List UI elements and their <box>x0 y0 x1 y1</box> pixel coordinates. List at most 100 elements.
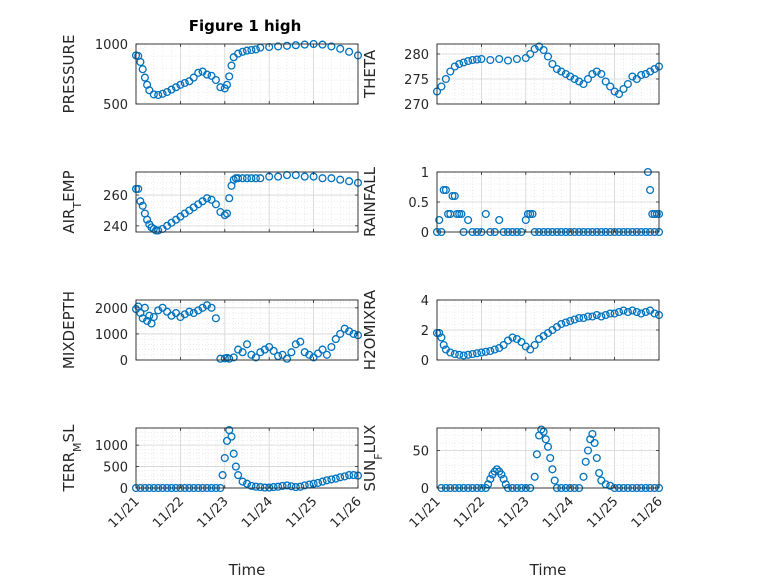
data-point <box>526 345 535 354</box>
data-point <box>579 313 588 323</box>
y-tick-label: 1000 <box>95 38 128 53</box>
data-point <box>532 450 541 459</box>
data-point <box>583 446 593 455</box>
data-series <box>432 42 664 99</box>
data-point <box>561 69 570 79</box>
data-point <box>526 209 535 219</box>
data-point <box>503 56 513 65</box>
data-point <box>340 472 349 481</box>
data-point <box>590 438 599 448</box>
data-point <box>526 49 535 59</box>
data-point <box>274 42 283 51</box>
data-point <box>247 350 256 359</box>
data-point <box>238 47 247 56</box>
data-point <box>327 475 336 484</box>
data-point <box>202 301 212 310</box>
data-point <box>158 303 167 312</box>
data-point <box>435 215 444 225</box>
data-point <box>552 64 561 74</box>
data-point <box>637 309 646 318</box>
data-point <box>550 476 559 485</box>
y-tick-label: 1000 <box>95 328 128 343</box>
axes-frame <box>135 171 359 233</box>
data-point <box>450 62 459 71</box>
data-point <box>495 54 504 64</box>
data-point <box>274 352 283 361</box>
data-point <box>291 340 300 349</box>
data-point <box>327 342 336 352</box>
data-point <box>588 429 597 439</box>
data-point <box>189 73 198 82</box>
y-tick-label: 280 <box>404 48 429 63</box>
data-point <box>136 57 145 67</box>
data-point <box>477 54 486 64</box>
data-point <box>207 71 216 80</box>
data-point <box>528 209 537 219</box>
data-point <box>495 215 504 225</box>
data-point <box>229 175 238 184</box>
data-point <box>579 79 588 89</box>
y-tick-label: 0 <box>120 354 128 369</box>
data-point <box>464 56 473 66</box>
data-point <box>632 74 641 84</box>
data-point <box>597 69 606 79</box>
axes-background <box>136 300 358 360</box>
data-point <box>490 345 499 354</box>
data-point <box>154 306 163 315</box>
data-point <box>176 80 185 89</box>
data-point <box>583 312 593 321</box>
data-point <box>222 436 232 445</box>
data-point <box>336 473 345 482</box>
data-point <box>570 74 579 84</box>
data-point <box>225 194 234 203</box>
data-point <box>282 481 292 490</box>
data-point <box>247 174 256 183</box>
data-point <box>345 47 354 56</box>
data-point <box>499 474 508 484</box>
data-point <box>570 315 579 324</box>
data-point <box>619 84 628 94</box>
data-point <box>459 58 468 67</box>
y-tick-label: 500 <box>103 98 128 113</box>
data-point <box>530 44 539 54</box>
data-point <box>227 61 236 70</box>
data-point <box>163 307 172 316</box>
data-point <box>256 348 265 357</box>
data-point <box>251 353 260 362</box>
data-point <box>171 83 181 92</box>
y-tick-label: 0 <box>421 482 429 497</box>
data-point <box>220 453 229 463</box>
data-point <box>163 87 172 97</box>
data-point <box>349 471 358 480</box>
data-point <box>345 327 354 336</box>
data-point <box>614 307 624 317</box>
data-point <box>247 481 256 490</box>
data-point <box>225 354 234 363</box>
data-point <box>606 309 615 318</box>
data-point <box>171 308 181 318</box>
y-tick-label: 0 <box>421 226 429 241</box>
data-point <box>300 481 309 490</box>
data-point <box>632 307 641 317</box>
data-point <box>291 483 300 492</box>
data-point <box>628 72 637 81</box>
data-point <box>296 337 305 346</box>
data-point <box>646 185 655 195</box>
data-point <box>441 185 450 195</box>
y-tick-label: 240 <box>103 220 128 235</box>
data-point <box>189 308 198 318</box>
data-point <box>322 350 331 359</box>
data-point <box>327 174 336 183</box>
data-point <box>566 72 575 81</box>
data-point <box>486 55 495 65</box>
data-point <box>231 462 240 471</box>
data-point <box>220 211 229 220</box>
x-axis-label: Time <box>529 561 567 579</box>
data-point <box>202 70 212 79</box>
data-point <box>300 348 309 357</box>
data-point <box>180 310 189 319</box>
data-point <box>581 457 590 466</box>
data-point <box>149 90 158 99</box>
data-point <box>610 309 619 318</box>
